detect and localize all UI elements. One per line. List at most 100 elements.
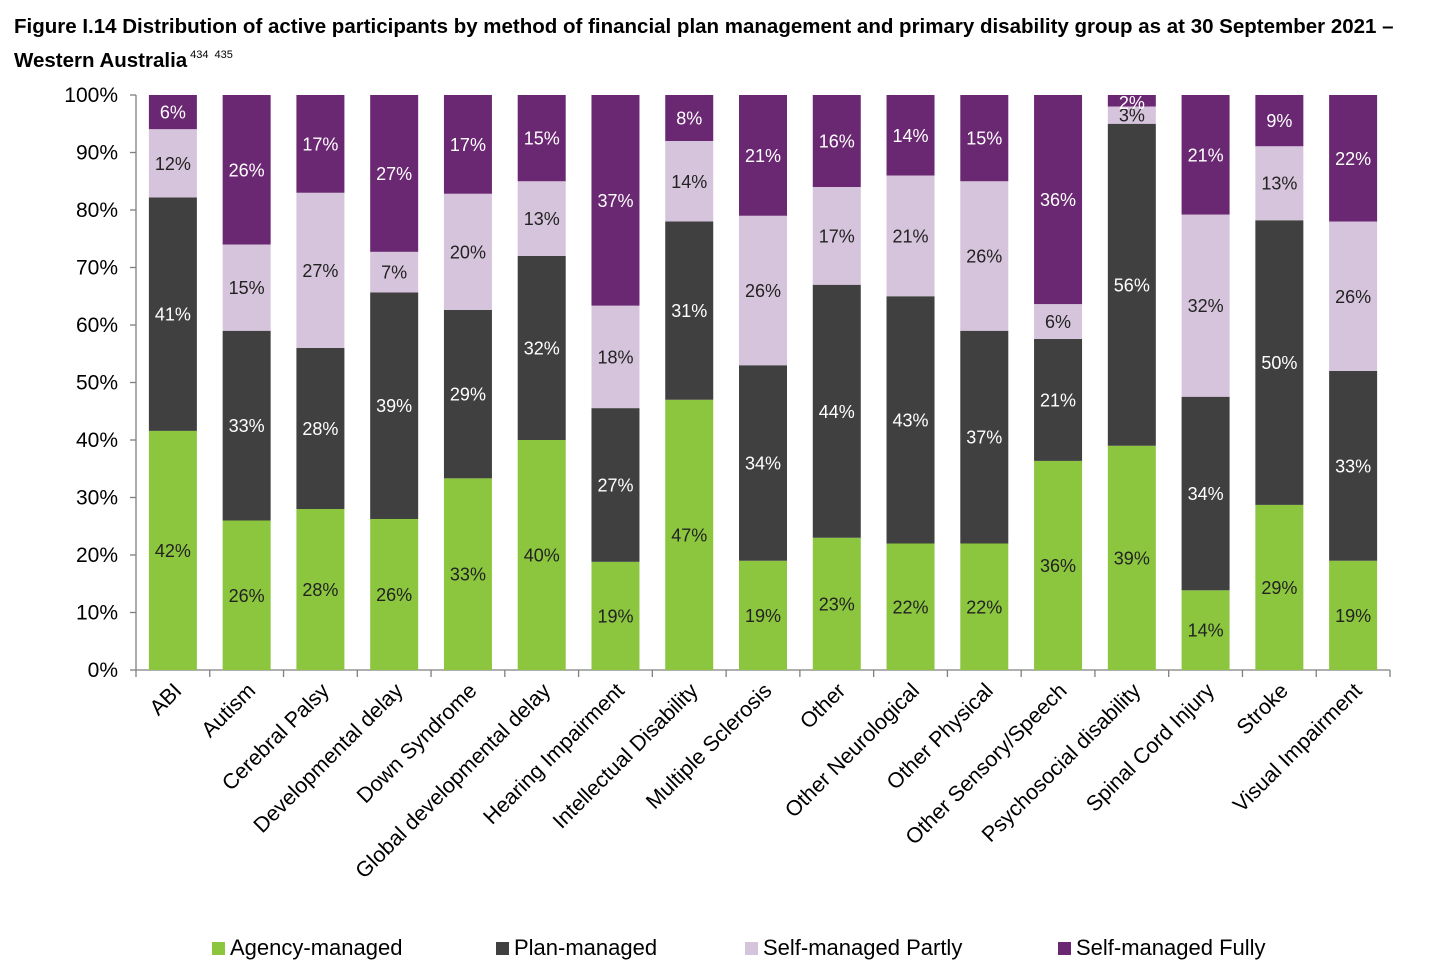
data-label: 27% <box>376 164 412 184</box>
data-label: 15% <box>524 129 560 149</box>
bar-segment <box>370 251 419 293</box>
bar-segment <box>370 292 419 519</box>
data-label: 15% <box>966 129 1002 149</box>
bar-segment <box>222 95 271 245</box>
data-label: 21% <box>1040 390 1076 410</box>
y-tick-label: 80% <box>76 199 118 222</box>
bar-segment <box>812 537 861 670</box>
bar-segment <box>296 95 345 193</box>
x-category-label: Multiple Sclerosis <box>641 679 776 814</box>
legend-item: Plan-managed <box>496 933 657 963</box>
data-label: 42% <box>155 541 191 561</box>
data-label: 33% <box>450 565 486 585</box>
bars-group: 42% 41% 12% 6% 26% 33% 15% 26% 28% 28% 27% 17% 26% 39… <box>148 93 1378 670</box>
legend-label: Agency-managed <box>230 935 403 960</box>
bar-segment <box>739 95 787 216</box>
data-label: 2% <box>1119 93 1145 113</box>
bar-segment <box>812 284 861 538</box>
data-label: 41% <box>155 305 191 325</box>
y-tick-label: 90% <box>76 142 118 165</box>
data-label: 22% <box>1335 149 1371 169</box>
bar-segment <box>1107 95 1156 107</box>
data-label: 34% <box>1188 484 1224 504</box>
footnote-ref-1: 434 <box>190 49 209 61</box>
data-label: 47% <box>671 525 707 545</box>
bar-segment <box>1255 146 1304 221</box>
y-tick-label: 0% <box>88 659 118 682</box>
bar-segment <box>1107 123 1156 446</box>
bar-segment <box>886 175 935 297</box>
bar-segment <box>517 181 566 256</box>
footnote-ref-2: 435 <box>214 49 233 61</box>
bar-segment <box>1034 338 1083 461</box>
chart-title-text: Figure I.14 Distribution of active parti… <box>14 15 1394 72</box>
data-label: 6% <box>160 103 186 123</box>
data-label: 9% <box>1266 111 1292 131</box>
x-category-label: Other <box>795 679 850 734</box>
data-label: 18% <box>597 347 633 367</box>
bar-segment <box>960 181 1009 331</box>
bar-segment <box>148 95 197 130</box>
data-label: 17% <box>450 135 486 155</box>
data-label: 40% <box>524 546 560 566</box>
y-tick-label: 20% <box>76 544 118 567</box>
bar-segment <box>1107 445 1156 670</box>
bar-segment <box>960 95 1009 182</box>
y-tick-label: 40% <box>76 429 118 452</box>
data-label: 56% <box>1114 275 1150 295</box>
bar-segment <box>517 440 566 670</box>
y-tick-label: 10% <box>76 602 118 625</box>
data-label: 31% <box>671 301 707 321</box>
bar-segment <box>222 520 271 670</box>
data-label: 28% <box>302 580 338 600</box>
data-label: 21% <box>1188 145 1224 165</box>
data-label: 37% <box>597 191 633 211</box>
data-label: 28% <box>302 419 338 439</box>
data-label: 27% <box>302 261 338 281</box>
data-label: 39% <box>1114 548 1150 568</box>
bar-segment <box>1329 95 1378 222</box>
bar-segment <box>443 193 492 310</box>
bar-segment <box>591 408 640 562</box>
bar-segment <box>222 330 271 521</box>
bar-segment <box>739 560 787 670</box>
data-label: 19% <box>745 606 781 626</box>
data-label: 22% <box>893 597 929 617</box>
bar-segment <box>1329 560 1378 670</box>
data-label: 21% <box>893 226 929 246</box>
x-category-label: Visual Impairment <box>1228 679 1366 817</box>
data-label: 14% <box>671 172 707 192</box>
data-label: 14% <box>893 126 929 146</box>
bar-segment <box>1181 95 1230 215</box>
bar-segment <box>886 543 935 670</box>
x-category-label: Spinal Cord Injury <box>1081 678 1219 816</box>
bar-segment <box>1255 95 1304 147</box>
bar-segment <box>886 95 935 176</box>
bar-segment <box>886 296 935 544</box>
bar-segment <box>296 509 345 670</box>
bar-segment <box>665 141 714 222</box>
data-label: 32% <box>524 339 560 359</box>
bar-segment <box>739 215 787 366</box>
data-label: 6% <box>1045 312 1071 332</box>
chart-title: Figure I.14 Distribution of active parti… <box>14 12 1439 75</box>
data-label: 50% <box>1261 353 1297 373</box>
legend-item: Agency-managed <box>212 933 402 963</box>
y-tick-label: 70% <box>76 257 118 280</box>
bar-segment <box>443 95 492 194</box>
bar-segment <box>1034 304 1083 339</box>
legend-item: Self-managed Fully <box>1058 933 1266 963</box>
data-label: 36% <box>1040 556 1076 576</box>
legend: Agency-managed Plan-managed Self-managed P… <box>0 933 1449 963</box>
data-label: 26% <box>1335 287 1371 307</box>
data-label: 44% <box>819 402 855 422</box>
data-label: 26% <box>229 160 265 180</box>
legend-swatch <box>496 941 509 955</box>
data-label: 15% <box>229 278 265 298</box>
data-label: 33% <box>1335 456 1371 476</box>
bar-segment <box>591 561 640 670</box>
data-label: 21% <box>745 146 781 166</box>
data-label: 17% <box>302 134 338 154</box>
bar-segment <box>665 95 714 141</box>
